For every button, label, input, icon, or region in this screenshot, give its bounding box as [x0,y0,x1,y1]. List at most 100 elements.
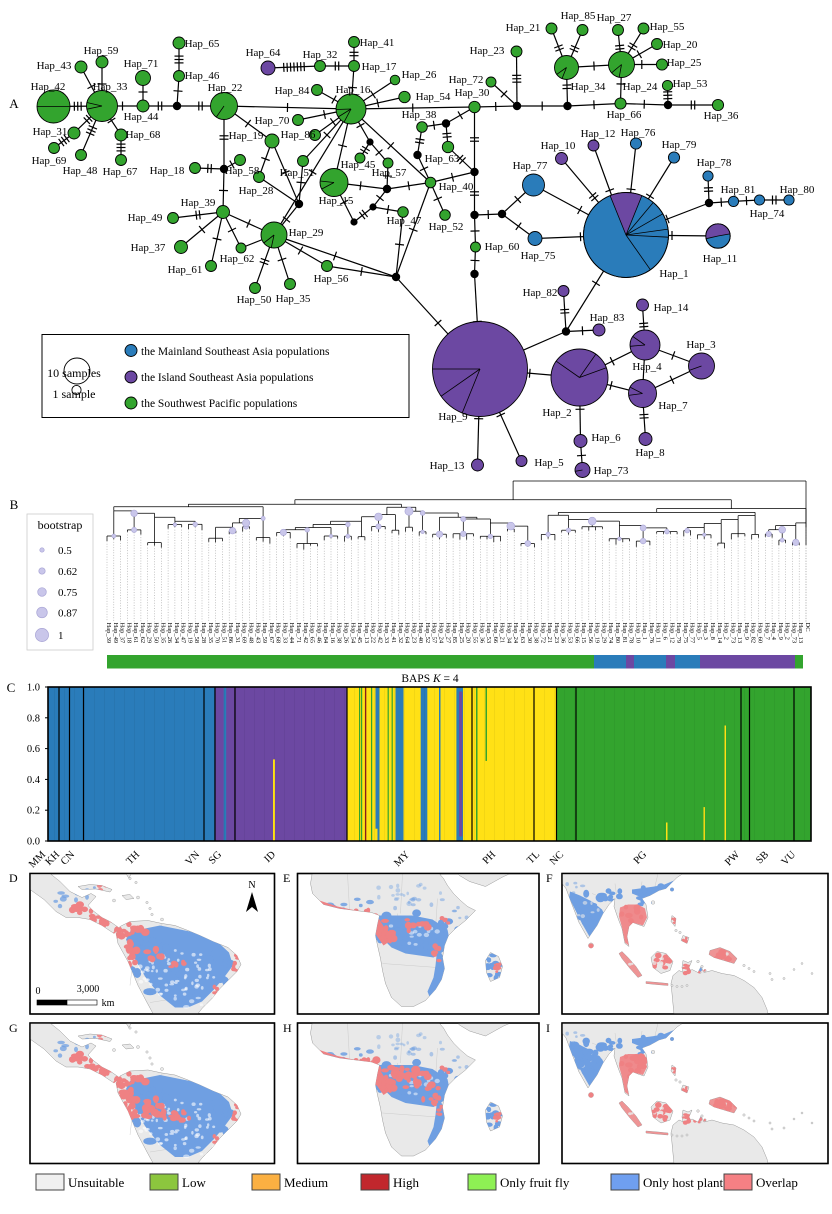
svg-text:Hap_40: Hap_40 [417,623,424,644]
svg-text:Hap_80: Hap_80 [614,623,621,644]
svg-text:Hap_64: Hap_64 [246,47,281,59]
svg-text:the Island Southeast Asia popu: the Island Southeast Asia populations [141,372,314,384]
svg-text:D: D [9,871,18,885]
svg-text:Hap_70: Hap_70 [255,115,290,127]
svg-text:Hap_32: Hap_32 [397,623,404,644]
svg-text:Hap_49: Hap_49 [128,212,163,224]
svg-text:Hap_24: Hap_24 [623,81,658,93]
svg-text:0.4: 0.4 [27,775,41,786]
svg-text:Hap_2: Hap_2 [723,623,730,640]
svg-text:Hap_47: Hap_47 [387,215,422,227]
svg-text:Hap_25: Hap_25 [667,57,702,69]
svg-text:Hap_81: Hap_81 [721,184,756,196]
svg-text:Hap_45: Hap_45 [356,623,363,644]
svg-text:bootstrap: bootstrap [38,518,83,532]
svg-text:Hap_9: Hap_9 [743,623,750,640]
svg-text:Hap_3: Hap_3 [702,623,709,640]
svg-text:Hap_58: Hap_58 [225,165,260,177]
svg-text:Hap_46: Hap_46 [315,623,322,644]
svg-text:Hap_44: Hap_44 [124,111,159,123]
svg-text:Hap_32: Hap_32 [303,49,338,61]
svg-text:Hap_56: Hap_56 [314,273,349,285]
svg-text:Hap_60: Hap_60 [757,623,764,644]
svg-text:Hap_16: Hap_16 [336,84,371,96]
svg-text:Hap_42: Hap_42 [302,623,309,644]
svg-text:Hap_50: Hap_50 [153,623,160,644]
svg-text:1: 1 [58,630,64,642]
svg-text:Hap_8: Hap_8 [635,447,665,459]
svg-text:Hap_33: Hap_33 [383,623,390,644]
svg-text:Hap_35: Hap_35 [159,623,166,644]
svg-text:Hap_30: Hap_30 [526,623,533,644]
svg-text:Hap_42: Hap_42 [31,81,66,93]
svg-text:Hap_3: Hap_3 [686,339,716,351]
svg-text:Hap_27: Hap_27 [597,12,632,24]
svg-text:Hap_68: Hap_68 [275,623,282,644]
svg-text:Hap_78: Hap_78 [697,157,732,169]
svg-text:I: I [546,1021,550,1035]
svg-text:Hap_22: Hap_22 [208,82,243,94]
svg-text:Hap_18: Hap_18 [150,165,185,177]
svg-text:Hap_61: Hap_61 [168,264,203,276]
svg-text:Hap_33: Hap_33 [93,81,128,93]
svg-text:Hap_23: Hap_23 [470,45,505,57]
svg-text:Hap_81: Hap_81 [621,623,628,644]
svg-text:Hap_44: Hap_44 [288,623,295,644]
svg-text:G: G [9,1021,18,1035]
svg-text:Hap_34: Hap_34 [173,623,180,644]
svg-text:Hap_64: Hap_64 [404,623,411,644]
svg-text:Hap_55: Hap_55 [472,623,479,644]
svg-text:Hap_63: Hap_63 [519,623,526,644]
svg-text:Hap_27: Hap_27 [444,623,451,644]
svg-text:0.75: 0.75 [58,587,78,599]
svg-text:Hap_21: Hap_21 [499,623,506,644]
svg-text:Hap_22: Hap_22 [370,623,377,644]
svg-text:Hap_18: Hap_18 [125,623,132,644]
svg-text:Hap_38: Hap_38 [402,109,437,121]
svg-text:Hap_67: Hap_67 [268,623,275,644]
svg-text:Hap_48: Hap_48 [63,165,98,177]
svg-text:Hap_29: Hap_29 [600,623,607,644]
svg-text:Hap_40: Hap_40 [439,181,474,193]
svg-text:N: N [248,880,255,891]
svg-text:Hap_38: Hap_38 [336,623,343,644]
svg-text:Hap_73: Hap_73 [594,465,629,477]
svg-text:Hap_65: Hap_65 [309,623,316,644]
svg-text:Hap_8: Hap_8 [709,623,716,640]
svg-text:Hap_20: Hap_20 [465,623,472,644]
svg-text:Hap_60: Hap_60 [485,241,520,253]
svg-text:A: A [9,96,19,111]
svg-text:Hap_50: Hap_50 [237,294,272,306]
svg-text:Hap_15: Hap_15 [319,195,354,207]
svg-text:Hap_84: Hap_84 [322,623,329,644]
svg-text:Hap_73: Hap_73 [790,623,797,644]
svg-text:Hap_35: Hap_35 [207,623,214,644]
svg-text:Hap_25: Hap_25 [458,623,465,644]
svg-text:Hap_53: Hap_53 [673,78,708,90]
svg-text:Hap_4: Hap_4 [632,361,662,373]
svg-text:Hap_19: Hap_19 [229,130,264,142]
svg-text:Hap_55: Hap_55 [650,21,685,33]
svg-text:Hap_5: Hap_5 [534,457,564,469]
svg-text:Hap_67: Hap_67 [103,166,138,178]
svg-text:Hap_59: Hap_59 [261,623,268,644]
svg-text:Hap_41: Hap_41 [390,623,397,644]
svg-text:H: H [283,1021,292,1035]
svg-text:Hap_17: Hap_17 [362,61,397,73]
svg-text:Hap_13: Hap_13 [797,623,804,644]
svg-text:Hap_51: Hap_51 [280,167,315,179]
svg-text:the Mainland Southeast Asia po: the Mainland Southeast Asia populations [141,346,330,358]
svg-text:Hap_62: Hap_62 [139,623,146,644]
svg-text:Hap_83: Hap_83 [590,312,625,324]
svg-text:Hap_54: Hap_54 [416,91,451,103]
svg-text:Hap_43: Hap_43 [254,623,261,644]
svg-text:Hap_82: Hap_82 [523,287,558,299]
svg-text:Hap_63: Hap_63 [425,153,460,165]
svg-text:Hap_39: Hap_39 [181,197,216,209]
svg-text:Hap_54: Hap_54 [349,623,356,644]
svg-text:BAPS K = 4: BAPS K = 4 [401,673,459,685]
svg-text:Hap_19: Hap_19 [186,623,193,644]
svg-text:Hap_62: Hap_62 [220,253,255,265]
svg-text:0: 0 [36,986,41,997]
svg-text:Hap_75: Hap_75 [521,250,556,262]
